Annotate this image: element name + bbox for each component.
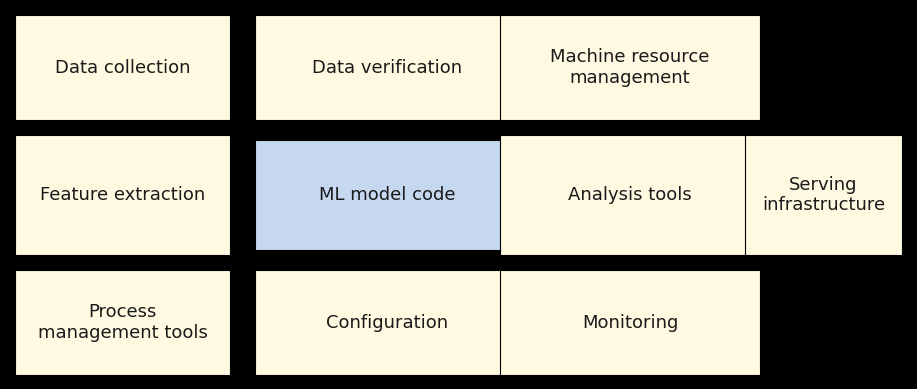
FancyBboxPatch shape xyxy=(15,15,230,120)
Text: Machine resource
management: Machine resource management xyxy=(550,48,710,87)
Text: Process
management tools: Process management tools xyxy=(38,303,207,342)
Text: Data collection: Data collection xyxy=(55,58,190,77)
FancyBboxPatch shape xyxy=(745,135,902,255)
Text: Feature extraction: Feature extraction xyxy=(39,186,205,204)
Text: Analysis tools: Analysis tools xyxy=(569,186,691,204)
FancyBboxPatch shape xyxy=(255,15,520,120)
FancyBboxPatch shape xyxy=(255,270,520,375)
FancyBboxPatch shape xyxy=(500,135,760,255)
FancyBboxPatch shape xyxy=(15,270,230,375)
FancyBboxPatch shape xyxy=(500,270,760,375)
Text: Monitoring: Monitoring xyxy=(581,314,679,331)
Text: Configuration: Configuration xyxy=(326,314,448,331)
Text: Data verification: Data verification xyxy=(313,58,462,77)
Text: ML model code: ML model code xyxy=(319,186,456,204)
FancyBboxPatch shape xyxy=(255,140,520,250)
Text: Serving
infrastructure: Serving infrastructure xyxy=(762,175,885,214)
FancyBboxPatch shape xyxy=(15,135,230,255)
FancyBboxPatch shape xyxy=(500,15,760,120)
